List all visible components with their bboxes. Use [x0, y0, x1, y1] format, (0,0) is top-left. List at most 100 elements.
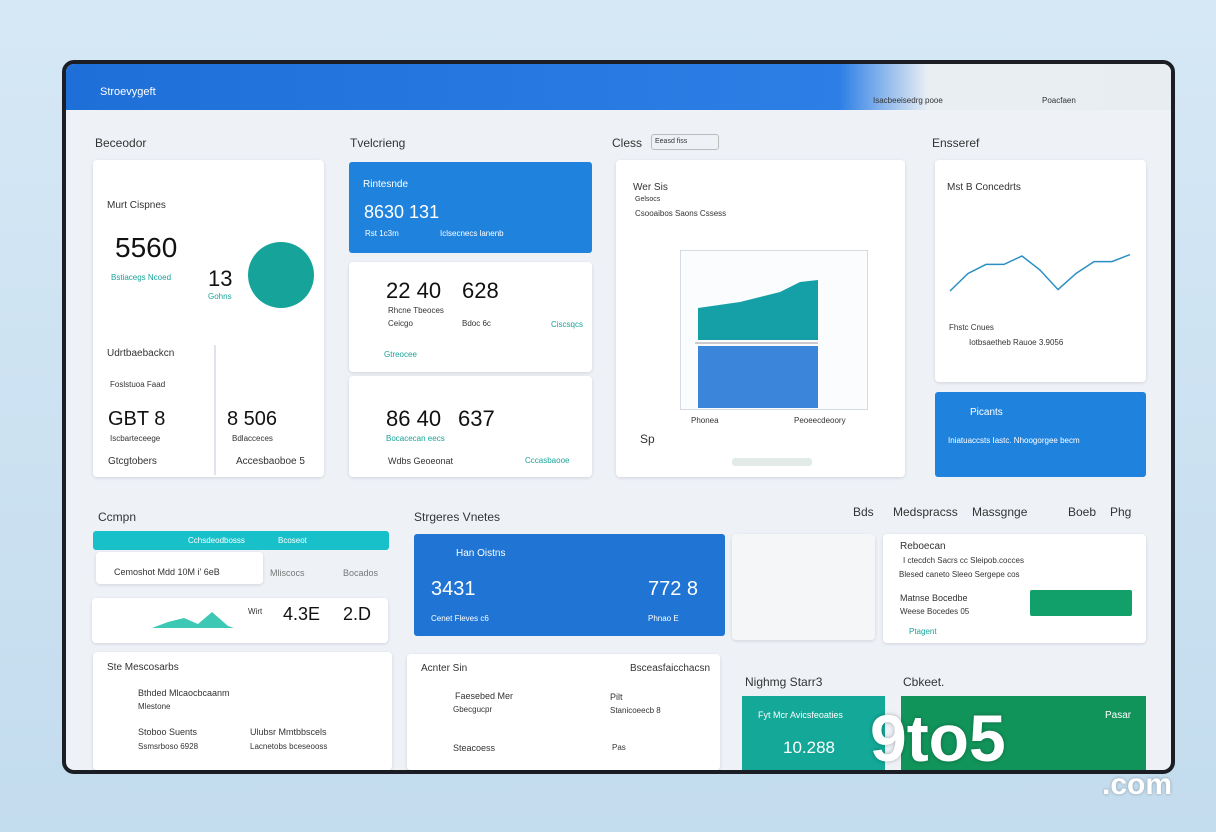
label: Csooaibos Saons Cssess: [635, 209, 727, 218]
watermark: .com: [1102, 768, 1173, 801]
section-title: Nighmg Starr3: [745, 675, 823, 689]
label: Lacnetobs bceseooss: [250, 742, 328, 751]
card: [883, 534, 1146, 643]
label: Sp: [640, 432, 655, 446]
label: Iotbsaetheb Rauoe 3.9056: [969, 338, 1064, 347]
label: Cenet Fleves c6: [431, 614, 489, 623]
metric: 8630 131: [364, 202, 440, 222]
label: Bdoc 6c: [462, 319, 491, 328]
section-title: Cbkeet.: [903, 675, 945, 689]
app-title[interactable]: Stroevygeft: [100, 86, 156, 98]
button[interactable]: [1030, 590, 1132, 616]
label: Rst 1c3m: [365, 229, 399, 238]
metric: 10.288: [783, 738, 835, 757]
tab[interactable]: Bds: [853, 505, 874, 519]
header-user[interactable]: Poacfaen: [1042, 96, 1076, 105]
label: Matnse Bocedbe: [900, 593, 968, 603]
metric: 772 8: [648, 578, 699, 600]
card-title: Rintesnde: [363, 179, 409, 190]
label: Pilt: [610, 692, 623, 702]
metric: 22 40: [386, 278, 442, 303]
label: Ulubsr Mmtbbscels: [250, 727, 327, 737]
area: [698, 280, 818, 340]
link[interactable]: Gtreocee: [384, 350, 417, 359]
link[interactable]: Ptagent: [909, 627, 937, 636]
label: Bdlacceces: [232, 434, 273, 443]
label: Iniatuaccsts Iastc. Nhoogorgee becm: [948, 436, 1080, 445]
section-title: Tvelcrieng: [350, 136, 406, 150]
label: Fhstc Cnues: [949, 323, 994, 332]
tab[interactable]: Phg: [1110, 505, 1132, 519]
metric: 3431: [431, 578, 476, 600]
label: Wirt: [248, 607, 263, 616]
label: Foslstuoa Faad: [110, 380, 166, 389]
label: Bocacecan eecs: [386, 434, 445, 443]
label: Accesbaoboe 5: [236, 456, 305, 467]
card: [349, 376, 592, 477]
section-title: Cless: [612, 136, 643, 150]
section-title: Ccmpn: [98, 510, 137, 524]
card-title: Murt Cispnes: [107, 200, 166, 211]
link[interactable]: Gohns: [208, 292, 232, 301]
search-input[interactable]: Eeasd fiss: [651, 134, 719, 150]
metric: 5560: [115, 232, 178, 263]
metric: 2.D: [343, 604, 372, 624]
metric: GBT 8: [108, 408, 166, 430]
watermark: 9to5: [870, 701, 1006, 775]
link[interactable]: Cccasbaooe: [525, 456, 570, 465]
label: Pasar: [1105, 710, 1132, 721]
line-chart: [949, 253, 1131, 292]
card-title: Acnter Sin: [421, 663, 468, 674]
tab[interactable]: Massgnge: [972, 505, 1028, 519]
card-title: Reboecan: [900, 541, 946, 552]
label: Wdbs Geoeonat: [388, 456, 454, 466]
divider: [214, 345, 216, 475]
blue-card: [349, 162, 592, 253]
green-card: [901, 696, 1146, 770]
scrollbar[interactable]: [732, 458, 812, 466]
label: Mlestone: [138, 702, 171, 711]
label: Bsceasfaicchacsn: [630, 663, 711, 674]
row: [96, 552, 263, 584]
card-title: Han Oistns: [456, 548, 506, 559]
header-subtitle: Isacbeeisedrg pooe: [873, 96, 943, 105]
tab[interactable]: Medspracss: [893, 505, 958, 519]
label: Phnao E: [648, 614, 679, 623]
metric: 637: [458, 406, 495, 431]
header-bar: [66, 64, 1171, 110]
card-title: Wer Sis: [633, 182, 668, 193]
line: [949, 253, 1131, 292]
label: Rhcne Tbeoces: [388, 306, 444, 315]
label: Bcoseot: [278, 536, 307, 545]
card-title: Picants: [970, 407, 1003, 418]
label: Bstiacegs Ncoed: [111, 273, 172, 282]
label: Fyt Mcr Avicsfeoaties: [758, 710, 843, 720]
label: Faesebed Mer: [455, 691, 514, 701]
metric: 8 506: [227, 408, 278, 430]
metric: 4.3E: [283, 604, 321, 624]
label: Ciscsqcs: [551, 320, 584, 329]
card: [93, 160, 324, 477]
card-title: Ste Mescosarbs: [107, 662, 179, 673]
label: Iscbarteceege: [110, 434, 161, 443]
card: [407, 654, 720, 770]
axis-label: Phonea: [691, 416, 719, 425]
label: Cemoshot Mdd 10M i' 6eB: [114, 567, 220, 577]
card-title: Mst B Concedrts: [947, 182, 1021, 193]
card: [93, 652, 392, 770]
area: [152, 612, 234, 628]
empty-card: [732, 534, 875, 640]
metric: 628: [462, 278, 499, 303]
metric: 86 40: [386, 406, 442, 431]
label: Weese Bocedes 05: [900, 607, 970, 616]
label: Pas: [612, 743, 626, 752]
label: Ceicgo: [388, 319, 413, 328]
icon-circle: [248, 242, 314, 308]
bar-block: [698, 346, 818, 408]
label: Mliscocs: [270, 568, 305, 578]
label: Gelsocs: [635, 196, 661, 203]
card: [92, 598, 388, 643]
blue-card: [414, 534, 725, 636]
tab[interactable]: Boeb: [1068, 505, 1097, 519]
